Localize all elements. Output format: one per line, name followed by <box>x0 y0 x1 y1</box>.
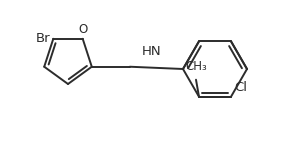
Text: HN: HN <box>141 45 161 58</box>
Text: CH₃: CH₃ <box>185 60 207 73</box>
Text: O: O <box>78 23 87 36</box>
Text: Br: Br <box>36 32 50 45</box>
Text: Cl: Cl <box>234 81 247 94</box>
